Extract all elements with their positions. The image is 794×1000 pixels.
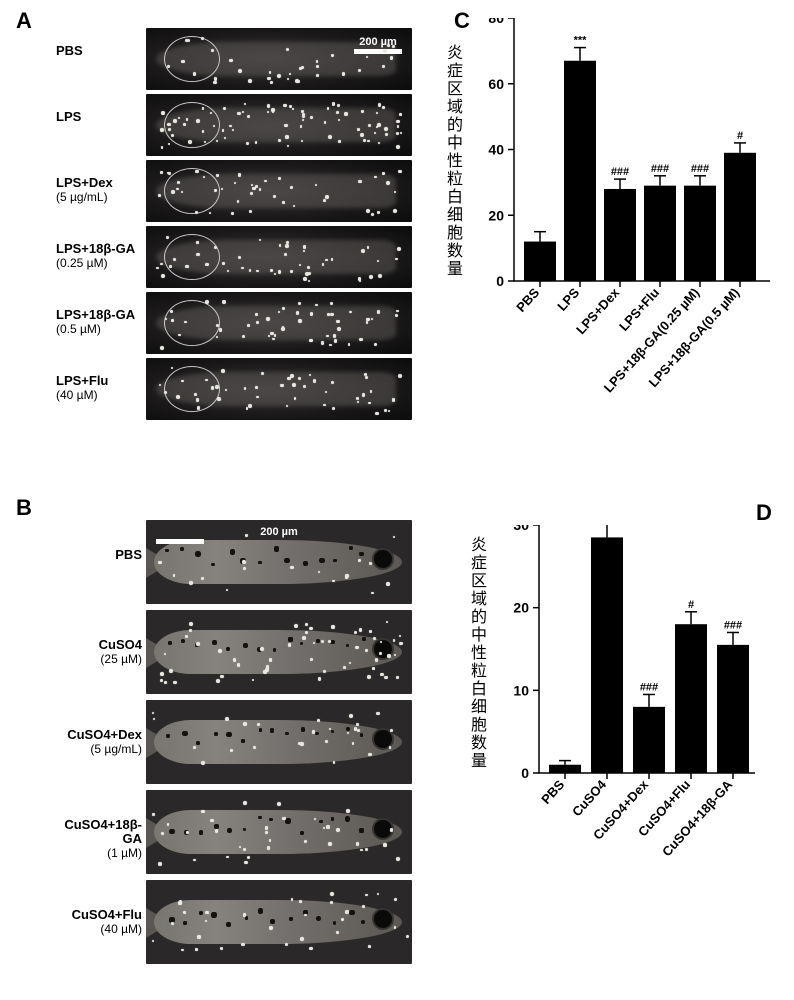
panel-a-row: LPS+18β-GA(0.5 µM) (56, 292, 412, 354)
panel-a-label: A (16, 8, 32, 34)
svg-text:###: ### (691, 163, 709, 175)
micro-label: LPS+18β-GA(0.5 µM) (56, 308, 142, 336)
panel-b-row: CuSO4+Dex(5 µg/mL) (56, 700, 412, 784)
bar (633, 707, 665, 773)
microscopy-image: 200 µm (146, 28, 412, 90)
yolk-roi-circle (164, 234, 220, 280)
svg-text:LPS: LPS (554, 285, 582, 314)
microscopy-image (146, 292, 412, 354)
panel-a-row: LPS+Dex(5 µg/mL) (56, 160, 412, 222)
micro-label: CuSO4+18β-GA(1 µM) (56, 818, 142, 860)
microscopy-image (146, 700, 412, 784)
panel-a-micro-column: PBS 200 µm LPS LPS+Dex(5 µg/mL) LPS+18β-GA(0… (56, 28, 412, 420)
svg-text:***: *** (574, 35, 588, 47)
microscopy-image (146, 160, 412, 222)
chart-c: 020406080PBS***LPS###LPS+Dex###LPS+Flu##… (470, 18, 790, 463)
svg-text:###: ### (640, 681, 658, 693)
svg-text:PBS: PBS (538, 777, 567, 807)
micro-label: CuSO4(25 µM) (56, 638, 142, 666)
microscopy-image (146, 880, 412, 964)
svg-text:30: 30 (513, 525, 529, 533)
svg-text:60: 60 (488, 76, 504, 92)
chart-d-ytitle: 炎症区域的中性粒白细胞数量 (464, 536, 488, 808)
bar (549, 765, 581, 773)
chart-c-ytitle: 炎症区域的中性粒白细胞数量 (440, 44, 464, 316)
bar (724, 153, 756, 281)
svg-text:###: ### (611, 166, 629, 178)
microscopy-image (146, 226, 412, 288)
panel-c-label: C (454, 8, 470, 34)
bar (524, 242, 556, 281)
bar (644, 186, 676, 281)
svg-text:###: ### (724, 619, 742, 631)
svg-text:0: 0 (496, 273, 504, 289)
bar (675, 624, 707, 773)
svg-text:PBS: PBS (513, 285, 542, 315)
panel-a-row: LPS (56, 94, 412, 156)
panel-b-row: CuSO4(25 µM) (56, 610, 412, 694)
svg-text:CuSO4: CuSO4 (569, 776, 610, 819)
bar (684, 186, 716, 281)
yolk-roi-circle (164, 300, 220, 346)
svg-text:###: ### (651, 163, 669, 175)
microscopy-image (146, 790, 412, 874)
yolk-roi-circle (164, 36, 220, 82)
micro-label: PBS (56, 44, 142, 58)
bar (591, 537, 623, 773)
svg-text:10: 10 (513, 682, 529, 698)
panel-b-row: CuSO4+18β-GA(1 µM) (56, 790, 412, 874)
svg-text:80: 80 (488, 18, 504, 26)
chart-d: 0102030PBS***CuSO4###CuSO4+Dex#CuSO4+Flu… (495, 525, 775, 955)
micro-label: PBS (56, 548, 142, 562)
panel-a-row: PBS 200 µm (56, 28, 412, 90)
microscopy-image (146, 94, 412, 156)
micro-label: LPS+Dex(5 µg/mL) (56, 176, 142, 204)
micro-label: CuSO4+Flu(40 µM) (56, 908, 142, 936)
panel-a-row: LPS+Flu(40 µM) (56, 358, 412, 420)
svg-text:#: # (737, 130, 743, 142)
panel-b-row: PBS 200 µm (56, 520, 412, 604)
microscopy-image: 200 µm (146, 520, 412, 604)
svg-text:LPS+Dex: LPS+Dex (573, 284, 623, 337)
bar (604, 189, 636, 281)
panel-b-micro-column: PBS 200 µm CuSO4(25 µM) CuSO4+Dex(5 µg/mL) C… (56, 520, 412, 970)
microscopy-image (146, 358, 412, 420)
micro-label: LPS (56, 110, 142, 124)
svg-text:#: # (688, 599, 694, 611)
panel-b-row: CuSO4+Flu(40 µM) (56, 880, 412, 964)
yolk-roi-circle (164, 102, 220, 148)
bar (717, 645, 749, 773)
bar (564, 61, 596, 281)
panel-b-label: B (16, 495, 32, 521)
svg-text:20: 20 (513, 600, 529, 616)
svg-text:40: 40 (488, 142, 504, 158)
panel-a-row: LPS+18β-GA(0.25 µM) (56, 226, 412, 288)
scale-bar: 200 µm (156, 526, 402, 544)
svg-text:20: 20 (488, 207, 504, 223)
microscopy-image (146, 610, 412, 694)
micro-label: CuSO4+Dex(5 µg/mL) (56, 728, 142, 756)
panel-d-label: D (756, 500, 772, 526)
micro-label: LPS+18β-GA(0.25 µM) (56, 242, 142, 270)
svg-text:0: 0 (521, 765, 529, 781)
micro-label: LPS+Flu(40 µM) (56, 374, 142, 402)
